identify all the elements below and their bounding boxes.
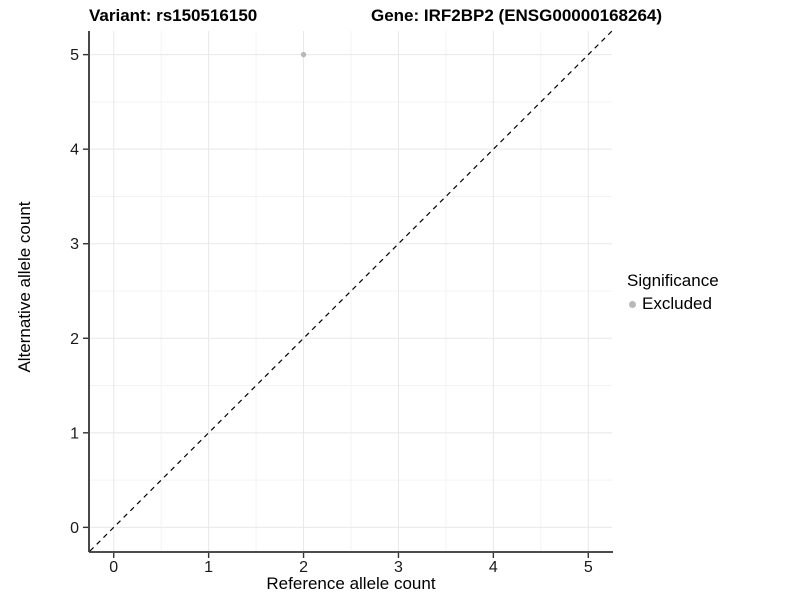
y-tick-label: 2 bbox=[70, 331, 79, 348]
x-tick-label: 2 bbox=[299, 559, 308, 576]
data-point bbox=[300, 51, 307, 58]
x-tick-label: 3 bbox=[394, 559, 403, 576]
y-tick-label: 5 bbox=[70, 47, 79, 64]
excluded-point-icon bbox=[629, 300, 636, 308]
legend-title: Significance bbox=[627, 271, 719, 290]
y-tick-label: 0 bbox=[70, 520, 79, 537]
x-tick-label: 0 bbox=[109, 559, 118, 576]
x-tick-label: 5 bbox=[584, 559, 593, 576]
variant-title: Variant: rs150516150 bbox=[89, 6, 258, 25]
y-tick-label: 1 bbox=[70, 425, 79, 442]
legend: Significance Excluded bbox=[627, 271, 719, 314]
x-tick-label: 4 bbox=[489, 559, 498, 576]
y-tick-label: 4 bbox=[70, 142, 79, 159]
legend-item-label: Excluded bbox=[642, 294, 712, 313]
gene-title: Gene: IRF2BP2 (ENSG00000168264) bbox=[371, 6, 663, 25]
x-tick-label: 1 bbox=[204, 559, 213, 576]
x-axis-title: Reference allele count bbox=[266, 574, 436, 593]
y-tick-label: 3 bbox=[70, 236, 79, 253]
y-axis-title: Alternative allele count bbox=[15, 201, 34, 373]
legend-item-excluded: Excluded bbox=[627, 294, 719, 314]
